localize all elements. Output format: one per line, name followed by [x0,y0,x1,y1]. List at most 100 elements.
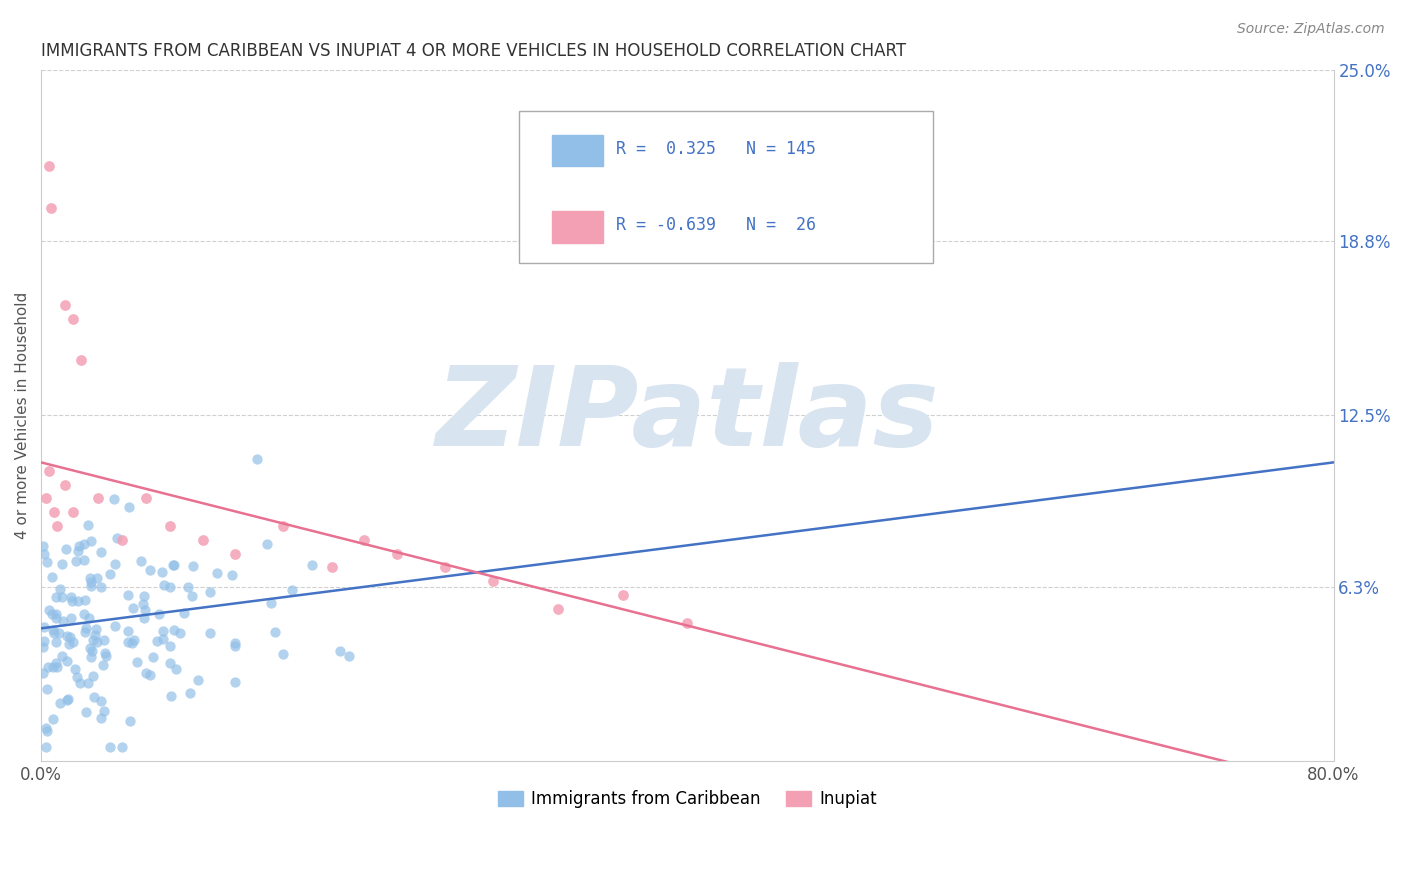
Point [80,650,103,665]
Point [118,500,141,514]
Point [183,558,205,573]
Point [83,690,105,704]
Point [191,533,214,547]
Point [152,624,174,638]
Point [35,681,58,696]
Point [82,669,104,683]
Point [77,611,100,625]
Point [207,566,229,581]
Point [31,640,53,655]
Point [134,603,156,617]
Point [117,634,139,648]
Point [94,649,117,664]
Y-axis label: 4 or more Vehicles in Household: 4 or more Vehicles in Household [15,292,30,539]
Legend: Immigrants from Caribbean, Inupiat: Immigrants from Caribbean, Inupiat [491,784,883,815]
Point [35,491,58,506]
Point [34,721,56,735]
Point [38,160,60,174]
Point [63,662,86,676]
Text: ZIPatlas: ZIPatlas [436,362,939,469]
Point [104,619,127,633]
Point [38,603,60,617]
Point [177,580,200,594]
Text: IMMIGRANTS FROM CARIBBEAN VS INUPIAT 4 OR MORE VEHICLES IN HOUSEHOLD CORRELATION: IMMIGRANTS FROM CARIBBEAN VS INUPIAT 4 O… [41,42,907,60]
Point [148,607,170,621]
Point [132,597,155,611]
Point [70,353,93,368]
Point [35,555,58,569]
Text: R =  0.325   N = 145: R = 0.325 N = 145 [616,140,817,158]
Point [49,697,72,711]
Point [273,519,295,533]
Point [166,662,188,676]
Point [42,505,65,519]
Point [62,635,84,649]
Point [41,570,63,584]
Point [66,543,89,558]
Point [75,624,97,639]
Point [34,633,56,648]
Point [198,585,221,599]
Point [48,582,70,596]
FancyBboxPatch shape [519,112,932,263]
Point [80,534,103,549]
Point [56,654,79,668]
Point [82,633,104,648]
Point [32,547,55,561]
Point [53,298,76,312]
Point [547,602,569,616]
Point [59,591,82,605]
Point [46,660,69,674]
Point [159,580,181,594]
Point [132,589,155,603]
Point [52,614,75,628]
Point [98,566,121,581]
Point [159,656,181,670]
Point [38,464,60,478]
Point [66,670,89,684]
Point [98,740,121,755]
Point [67,539,90,553]
Point [58,637,80,651]
Point [76,518,98,533]
Point [160,689,183,703]
Point [127,655,149,669]
Point [80,644,103,658]
Point [62,505,84,519]
Point [163,558,186,573]
Point [45,610,67,624]
Point [31,666,53,681]
Point [104,558,127,572]
Point [86,571,108,585]
Point [42,624,65,638]
Point [41,660,63,674]
Point [612,588,634,602]
Point [179,686,201,700]
Point [224,547,246,561]
Point [75,593,97,607]
Point [93,633,115,648]
Bar [551,211,603,243]
Point [60,594,83,608]
Point [139,563,162,577]
Point [224,674,246,689]
Point [135,665,157,680]
Point [150,566,173,580]
Point [41,712,63,726]
Point [337,648,360,663]
Point [132,611,155,625]
Point [129,554,152,568]
Point [328,644,350,658]
Point [51,648,73,663]
Point [159,639,181,653]
Point [42,626,65,640]
Point [90,545,112,559]
Point [139,668,162,682]
Point [51,557,73,571]
Point [51,590,73,604]
Point [65,554,87,568]
Point [145,634,167,648]
Point [162,558,184,572]
Point [187,673,209,687]
Point [281,583,304,598]
